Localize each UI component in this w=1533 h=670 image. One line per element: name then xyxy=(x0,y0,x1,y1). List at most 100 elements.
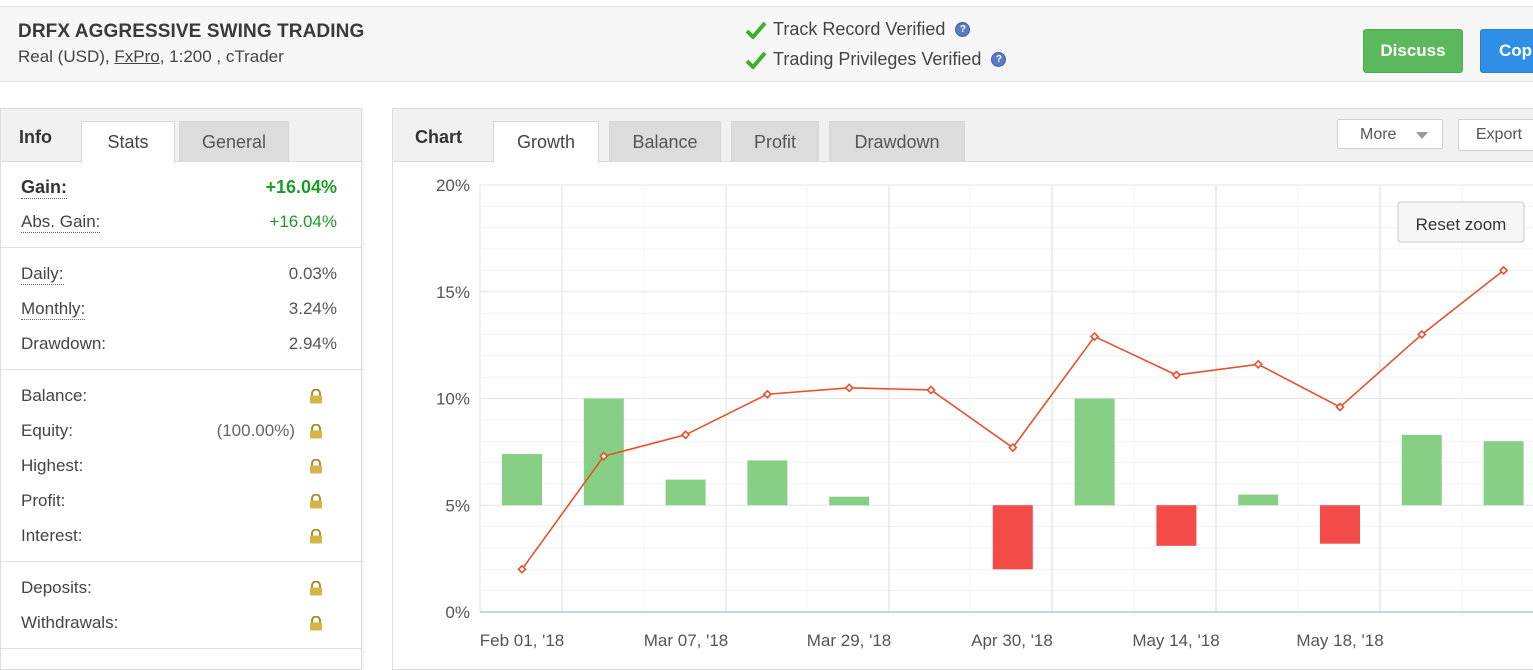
lock-icon xyxy=(310,616,322,631)
export-button[interactable]: Export xyxy=(1458,119,1533,151)
growth-marker xyxy=(517,564,527,574)
broker-link[interactable]: FxPro xyxy=(114,47,160,66)
interest-label: Interest: xyxy=(21,526,83,545)
track-record-verified: Track Record Verified ? xyxy=(745,19,971,40)
tab-growth[interactable]: Growth xyxy=(493,121,599,163)
chart-grid xyxy=(479,184,1533,613)
abs-gain-label[interactable]: Abs. Gain: xyxy=(21,212,101,233)
system-subtitle: Real (USD), FxPro, 1:200 , cTrader xyxy=(18,47,284,67)
drawdown-row: Drawdown: 2.94% xyxy=(1,328,361,363)
drawdown-label: Drawdown: xyxy=(21,334,107,353)
more-dropdown[interactable]: More xyxy=(1337,119,1443,149)
gain-row: Gain: +16.04% xyxy=(1,171,361,206)
x-tick-label: May 14, '18 xyxy=(1132,631,1219,650)
tab-drawdown[interactable]: Drawdown xyxy=(829,121,965,162)
tab-stats[interactable]: Stats xyxy=(81,121,175,163)
growth-marker xyxy=(762,389,773,399)
copy-button[interactable]: Cop xyxy=(1480,29,1533,73)
tab-profit[interactable]: Profit xyxy=(731,121,819,162)
abs-gain-value: +16.04% xyxy=(269,212,337,231)
bar-negative xyxy=(992,505,1033,570)
bar-positive xyxy=(1483,441,1524,506)
lock-icon xyxy=(310,389,322,404)
growth-marker xyxy=(1008,442,1018,453)
bar-positive xyxy=(1074,398,1115,506)
y-tick-label: 15% xyxy=(436,283,470,302)
growth-marker xyxy=(1335,402,1345,412)
gain-group: Gain: +16.04% Abs. Gain: +16.04% xyxy=(1,161,361,248)
chart-panel: Chart Growth Balance Profit Drawdown Mor… xyxy=(392,108,1533,670)
abs-gain-row: Abs. Gain: +16.04% xyxy=(1,206,361,241)
daily-value: 0.03% xyxy=(288,264,337,283)
monthly-label[interactable]: Monthly: xyxy=(21,299,86,320)
deposits-group: Deposits: Withdrawals: xyxy=(1,562,361,649)
monthly-row: Monthly: 3.24% xyxy=(1,293,361,328)
bar-positive xyxy=(747,460,788,506)
stats-list: Gain: +16.04% Abs. Gain: +16.04% Daily: … xyxy=(1,161,361,649)
bar-negative xyxy=(1156,505,1197,546)
daily-label[interactable]: Daily: xyxy=(21,264,64,285)
balance-row: Balance: xyxy=(1,380,361,415)
profit-row: Profit: xyxy=(1,485,361,520)
equity-percent: (100.00%) xyxy=(216,421,295,440)
system-title: DRFX AGGRESSIVE SWING TRADING xyxy=(18,21,365,42)
equity-row: Equity: (100.00%) xyxy=(1,415,361,450)
withdrawals-row: Withdrawals: xyxy=(1,607,361,642)
bar-negative xyxy=(1320,505,1360,544)
highest-row: Highest: xyxy=(1,450,361,485)
lock-icon xyxy=(310,494,322,509)
system-header: DRFX AGGRESSIVE SWING TRADING Real (USD)… xyxy=(0,6,1533,82)
reset-zoom-box[interactable] xyxy=(1397,201,1525,243)
y-tick-label: 5% xyxy=(445,496,470,515)
trading-privileges-label: Trading Privileges Verified xyxy=(773,49,982,69)
info-tabbar: Info Stats General xyxy=(1,109,361,163)
help-icon[interactable]: ? xyxy=(955,22,971,37)
growth-marker xyxy=(680,430,691,440)
interest-row: Interest: xyxy=(1,520,361,555)
chart-tabbar: Chart Growth Balance Profit Drawdown Mor… xyxy=(393,109,1533,163)
growth-marker xyxy=(1498,265,1509,276)
growth-marker xyxy=(926,385,936,395)
growth-marker xyxy=(844,383,854,393)
discuss-button[interactable]: Discuss xyxy=(1363,29,1463,73)
chart-line xyxy=(517,265,1509,574)
tab-general[interactable]: General xyxy=(179,121,289,162)
lock-icon xyxy=(310,529,322,544)
deposits-row: Deposits: xyxy=(1,572,361,607)
rate-group: Daily: 0.03% Monthly: 3.24% Drawdown: 2.… xyxy=(1,248,361,370)
info-heading: Info xyxy=(19,127,52,147)
bar-positive xyxy=(502,454,542,506)
growth-marker xyxy=(1417,329,1427,340)
x-tick-label: Mar 29, '18 xyxy=(807,631,892,650)
bar-positive xyxy=(829,496,870,506)
checkmark-icon xyxy=(745,21,767,39)
highest-label: Highest: xyxy=(21,456,84,475)
y-tick-label: 10% xyxy=(436,390,470,409)
gain-label[interactable]: Gain: xyxy=(21,177,68,199)
reset-zoom-button[interactable]: Reset zoom xyxy=(1397,201,1525,243)
deposits-label: Deposits: xyxy=(21,578,92,597)
chart-bars xyxy=(502,398,1524,570)
trading-privileges-verified: Trading Privileges Verified ? xyxy=(745,49,1007,70)
lock-icon xyxy=(310,581,322,596)
growth-marker xyxy=(1253,359,1263,369)
gain-value: +16.04% xyxy=(265,177,337,197)
x-tick-label: Mar 07, '18 xyxy=(644,631,729,650)
help-icon[interactable]: ? xyxy=(991,52,1007,67)
account-type: Real (USD), xyxy=(18,47,115,66)
balance-group: Balance: Equity: (100.00%) Highest: Prof… xyxy=(1,370,361,562)
lock-icon xyxy=(310,424,322,439)
chart-labels: 0% 5% 10% 15% 20% Feb 01, '18 Mar 07, '18 Mar 2… xyxy=(436,176,1384,650)
track-record-label: Track Record Verified xyxy=(773,19,946,39)
equity-label: Equity: xyxy=(21,421,73,440)
withdrawals-label: Withdrawals: xyxy=(21,613,119,632)
checkmark-icon xyxy=(745,51,767,69)
tab-balance[interactable]: Balance xyxy=(609,121,721,162)
more-label: More xyxy=(1360,126,1397,143)
daily-row: Daily: 0.03% xyxy=(1,258,361,293)
monthly-value: 3.24% xyxy=(288,299,337,318)
profit-label: Profit: xyxy=(21,491,66,510)
reset-zoom-label[interactable]: Reset zoom xyxy=(1416,215,1507,234)
x-tick-label: May 18, '18 xyxy=(1296,631,1383,650)
